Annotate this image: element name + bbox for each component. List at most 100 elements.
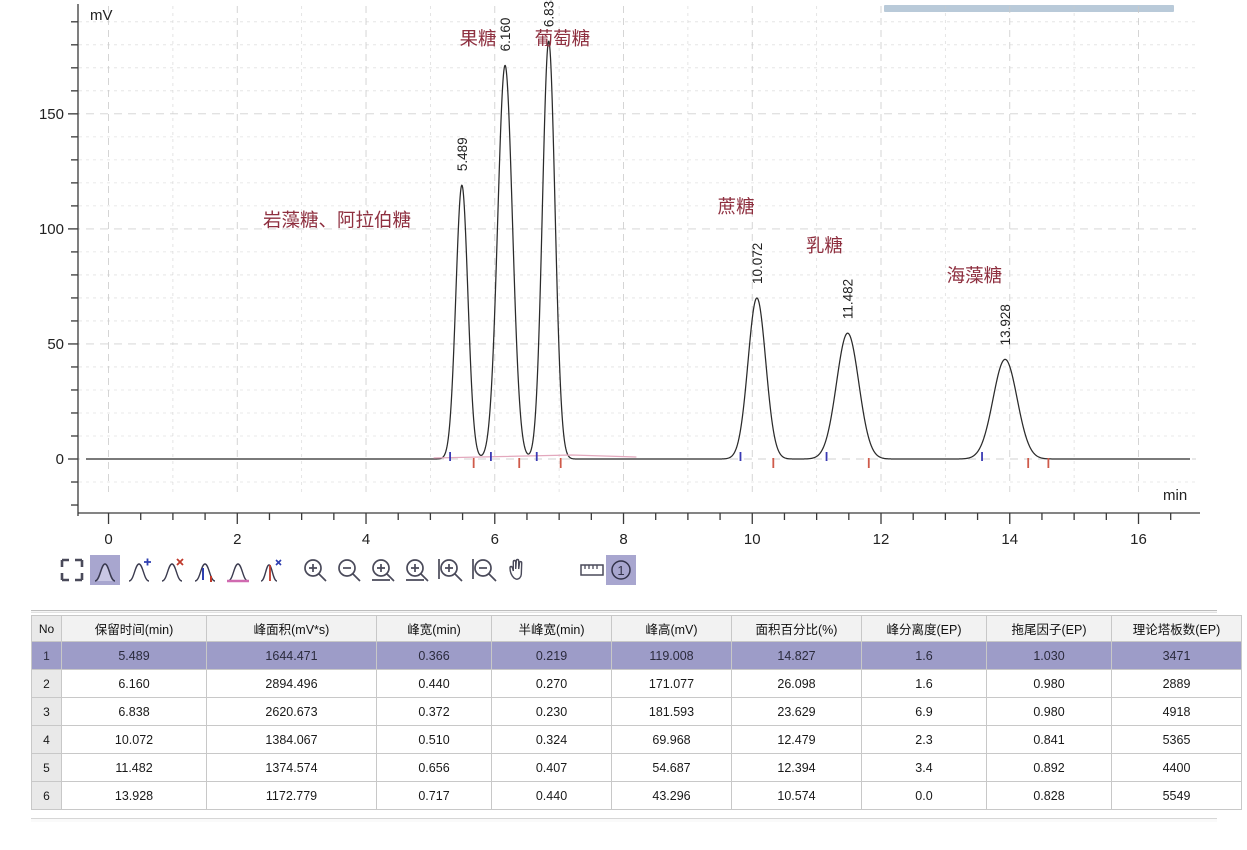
peak-cross-icon [161, 558, 184, 582]
toolbar-zoom-in-horizontal[interactable] [436, 555, 466, 585]
cell-halfwidth: 0.230 [491, 697, 612, 726]
cell-rt: 10.072 [61, 725, 207, 754]
toolbar-peak-split[interactable] [190, 555, 220, 585]
toolbar-zoom-out[interactable] [334, 555, 364, 585]
cell-height: 119.008 [611, 641, 732, 670]
zoom-in-icon [304, 559, 327, 582]
toolbar-pan-hand[interactable] [504, 555, 534, 585]
column-header-7[interactable]: 峰分离度(EP) [861, 615, 987, 642]
cell-height: 181.593 [611, 697, 732, 726]
svg-text:8: 8 [619, 531, 627, 548]
cell-areapct: 14.827 [731, 641, 862, 670]
svg-text:mV: mV [90, 7, 113, 24]
peak-results-table[interactable]: No 保留时间(min) 峰面积(mV*s) 峰宽(min) 半峰宽(min) 峰高(mV… [31, 615, 1242, 810]
peak-compound-label: 海藻糖 [947, 265, 1003, 286]
toolbar-peak-merge[interactable] [256, 555, 286, 585]
table-bottom-divider [31, 818, 1217, 822]
cell-no: 3 [31, 697, 62, 726]
svg-text:4: 4 [362, 531, 370, 548]
table-row[interactable]: 2 6.160 2894.496 0.440 0.270 171.077 26.098 1.6… [31, 669, 1242, 698]
svg-text:14: 14 [1001, 531, 1018, 548]
peak-rt-label: 11.482 [841, 279, 856, 319]
cell-plates: 2889 [1111, 669, 1242, 698]
table-row[interactable]: 6 13.928 1172.779 0.717 0.440 43.296 10.574 0.0… [31, 781, 1242, 810]
cell-halfwidth: 0.407 [491, 753, 612, 782]
cell-areapct: 23.629 [731, 697, 862, 726]
svg-text:150: 150 [39, 106, 64, 123]
svg-text:1: 1 [617, 563, 624, 578]
svg-text:12: 12 [873, 531, 890, 548]
table-row[interactable]: 5 11.482 1374.574 0.656 0.407 54.687 12.394 3.4… [31, 753, 1242, 782]
zoom-in-bar-icon [438, 559, 463, 582]
svg-text:50: 50 [47, 336, 64, 353]
svg-text:2: 2 [233, 531, 241, 548]
column-header-2[interactable]: 峰面积(mV*s) [206, 615, 377, 642]
toolbar-peak-delete[interactable] [157, 555, 187, 585]
toolbar-peak-select[interactable] [90, 555, 120, 585]
column-header-5[interactable]: 峰高(mV) [611, 615, 732, 642]
toolbar-peak-baseline[interactable] [223, 555, 253, 585]
column-header-0[interactable]: No [31, 615, 62, 642]
cell-no: 6 [31, 781, 62, 810]
table-body[interactable]: 1 5.489 1644.471 0.366 0.219 119.008 14.827 1.6… [31, 641, 1242, 810]
table-row[interactable]: 1 5.489 1644.471 0.366 0.219 119.008 14.827 1.6… [31, 641, 1242, 670]
toolbar-zoom-out-horizontal[interactable] [470, 555, 500, 585]
chromatogram-plot[interactable]: 0 50 100 150 mV 0 2 4 6 8 10 12 14 16 min 5.489 6.160 6.8… [0, 0, 1247, 548]
cell-areapct: 12.479 [731, 725, 862, 754]
peak-compound-label: 蔗糖 [718, 196, 755, 217]
column-header-6[interactable]: 面积百分比(%) [731, 615, 862, 642]
cell-plates: 4400 [1111, 753, 1242, 782]
cell-resolution: 0.0 [861, 781, 987, 810]
cell-tailing: 0.980 [986, 697, 1112, 726]
column-header-8[interactable]: 拖尾因子(EP) [986, 615, 1112, 642]
peak-plus-icon [128, 558, 151, 582]
cell-height: 171.077 [611, 669, 732, 698]
table-row[interactable]: 4 10.072 1384.067 0.510 0.324 69.968 12.479 2.3… [31, 725, 1242, 754]
peak-compound-label: 乳糖 [806, 235, 843, 256]
cell-area: 1374.574 [206, 753, 377, 782]
column-header-1[interactable]: 保留时间(min) [61, 615, 207, 642]
cell-resolution: 1.6 [861, 669, 987, 698]
toolbar-zoom-in-vertical[interactable] [368, 555, 398, 585]
cell-area: 1172.779 [206, 781, 377, 810]
top-scrollbar[interactable] [884, 5, 1174, 12]
toolbar-peak-add[interactable] [124, 555, 154, 585]
cell-no: 5 [31, 753, 62, 782]
toolbar-zoom-in[interactable] [300, 555, 330, 585]
cell-areapct: 26.098 [731, 669, 862, 698]
cell-resolution: 3.4 [861, 753, 987, 782]
cell-rt: 5.489 [61, 641, 207, 670]
column-header-3[interactable]: 峰宽(min) [376, 615, 492, 642]
peak-baseline-icon [227, 563, 249, 583]
toolbar-fit-to-window[interactable] [57, 555, 87, 585]
svg-text:0: 0 [104, 531, 112, 548]
corners-icon [60, 558, 84, 582]
toolbar-channel-one[interactable]: 1 [606, 555, 636, 585]
cell-resolution: 1.6 [861, 641, 987, 670]
column-header-4[interactable]: 半峰宽(min) [491, 615, 612, 642]
cell-plates: 4918 [1111, 697, 1242, 726]
cell-width: 0.717 [376, 781, 492, 810]
column-header-9[interactable]: 理论塔板数(EP) [1111, 615, 1242, 642]
cell-height: 69.968 [611, 725, 732, 754]
zoom-in-underline-icon [372, 559, 395, 582]
table-divider [31, 610, 1217, 613]
toolbar-zoom-out-vertical[interactable] [402, 555, 432, 585]
cell-height: 54.687 [611, 753, 732, 782]
hand-icon [509, 558, 523, 580]
cell-halfwidth: 0.219 [491, 641, 612, 670]
circled-one-icon: 1 [611, 560, 631, 580]
chart-toolbar: 1 [0, 552, 1247, 598]
results-panel: No 保留时间(min) 峰面积(mV*s) 峰宽(min) 半峰宽(min) 峰高(mV… [31, 610, 1242, 825]
toolbar-measure-ruler[interactable] [577, 555, 607, 585]
cell-rt: 6.160 [61, 669, 207, 698]
cell-area: 1644.471 [206, 641, 377, 670]
cell-area: 2620.673 [206, 697, 377, 726]
table-row[interactable]: 3 6.838 2620.673 0.372 0.230 181.593 23.629 6.9… [31, 697, 1242, 726]
cell-area: 1384.067 [206, 725, 377, 754]
cell-width: 0.372 [376, 697, 492, 726]
svg-text:16: 16 [1130, 531, 1147, 548]
cell-no: 2 [31, 669, 62, 698]
cell-rt: 13.928 [61, 781, 207, 810]
